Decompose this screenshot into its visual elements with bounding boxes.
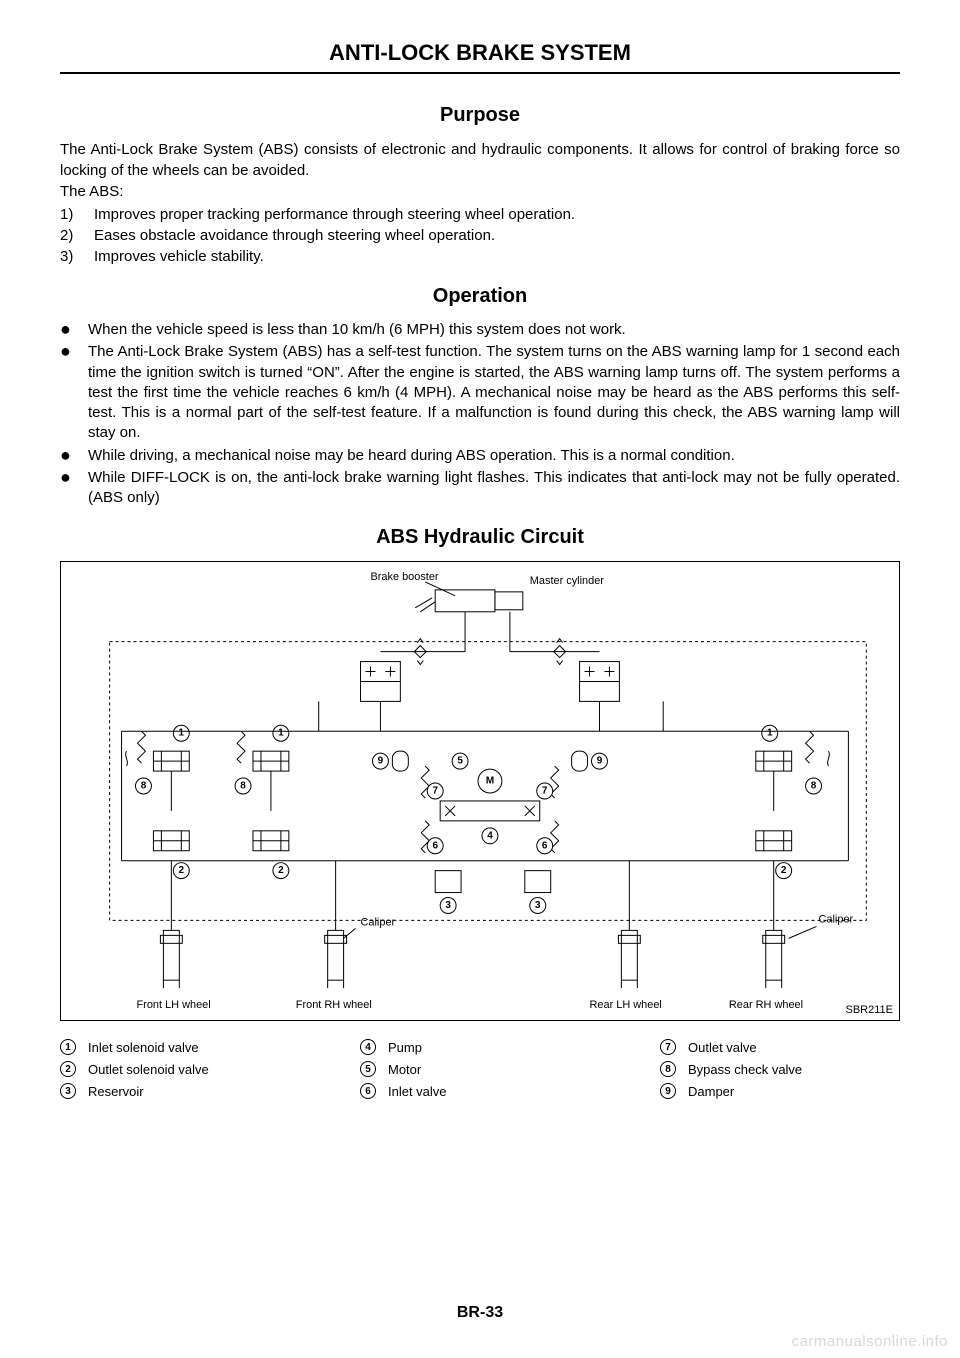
legend-num: 1: [60, 1039, 76, 1055]
legend: 1 Inlet solenoid valve 2 Outlet solenoid v…: [60, 1039, 900, 1105]
page-root: ANTI-LOCK BRAKE SYSTEM Purpose The Anti-…: [0, 0, 960, 1358]
purpose-title: Purpose: [60, 104, 900, 127]
operation-list: ● When the vehicle speed is less than 10 …: [60, 320, 900, 508]
legend-label: Outlet valve: [688, 1040, 757, 1055]
legend-label: Bypass check valve: [688, 1062, 802, 1077]
purpose-lead: The ABS:: [60, 181, 900, 202]
legend-num: 9: [660, 1083, 676, 1099]
bullet-icon: ●: [60, 468, 74, 509]
legend-num: 4: [360, 1039, 376, 1055]
legend-item: 8 Bypass check valve: [660, 1061, 900, 1077]
callout-7: 7: [432, 786, 438, 797]
legend-label: Inlet solenoid valve: [88, 1040, 199, 1055]
purpose-intro: The Anti-Lock Brake System (ABS) consist…: [60, 139, 900, 181]
legend-label: Reservoir: [88, 1084, 144, 1099]
list-item: 3) Improves vehicle stability.: [60, 246, 900, 267]
purpose-list: 1) Improves proper tracking performance t…: [60, 204, 900, 267]
legend-num: 2: [60, 1061, 76, 1077]
callout-2: 2: [278, 865, 284, 876]
legend-col: 1 Inlet solenoid valve 2 Outlet solenoid v…: [60, 1039, 300, 1105]
list-text: Improves vehicle stability.: [94, 246, 264, 267]
section-header: ANTI-LOCK BRAKE SYSTEM: [60, 40, 900, 74]
diagram-code: SBR211E: [846, 1004, 894, 1016]
diagram-svg: Brake booster Master cylinder: [61, 562, 899, 1020]
legend-label: Damper: [688, 1084, 734, 1099]
callout-3: 3: [445, 900, 451, 911]
legend-num: 6: [360, 1083, 376, 1099]
booster-label: Brake booster: [370, 571, 438, 583]
list-num: 2): [60, 225, 80, 246]
list-text: Improves proper tracking performance thr…: [94, 204, 575, 225]
caliper-label: Caliper: [361, 917, 396, 929]
page-number: BR-33: [0, 1304, 960, 1322]
callout-9: 9: [597, 756, 603, 767]
list-item: 2) Eases obstacle avoidance through steer…: [60, 225, 900, 246]
legend-label: Pump: [388, 1040, 422, 1055]
list-item: ● While driving, a mechanical noise may b…: [60, 446, 900, 466]
list-item: ● While DIFF-LOCK is on, the anti-lock br…: [60, 468, 900, 509]
legend-num: 8: [660, 1061, 676, 1077]
legend-label: Outlet solenoid valve: [88, 1062, 209, 1077]
callout-6: 6: [542, 841, 548, 852]
callout-8: 8: [240, 781, 246, 792]
legend-num: 3: [60, 1083, 76, 1099]
list-num: 3): [60, 246, 80, 267]
motor-label: M: [486, 776, 494, 787]
callout-1: 1: [179, 728, 185, 739]
operation-title: Operation: [60, 285, 900, 308]
legend-item: 4 Pump: [360, 1039, 600, 1055]
list-text: The Anti-Lock Brake System (ABS) has a s…: [88, 342, 900, 443]
callout-2: 2: [781, 865, 787, 876]
legend-label: Inlet valve: [388, 1084, 447, 1099]
watermark: carmanualsonline.info: [792, 1333, 948, 1350]
list-item: 1) Improves proper tracking performance t…: [60, 204, 900, 225]
master-label: Master cylinder: [530, 575, 605, 587]
hydraulic-diagram: Brake booster Master cylinder: [60, 561, 900, 1021]
callout-4: 4: [487, 831, 493, 842]
callout-8: 8: [811, 781, 817, 792]
legend-item: 9 Damper: [660, 1083, 900, 1099]
bullet-icon: ●: [60, 320, 74, 340]
bullet-icon: ●: [60, 342, 74, 443]
bullet-icon: ●: [60, 446, 74, 466]
list-text: Eases obstacle avoidance through steerin…: [94, 225, 495, 246]
legend-label: Motor: [388, 1062, 421, 1077]
list-item: ●The Anti-Lock Brake System (ABS) has a …: [60, 342, 900, 443]
callout-8: 8: [141, 781, 147, 792]
callout-1: 1: [767, 728, 773, 739]
callout-5: 5: [457, 756, 463, 767]
legend-col: 7 Outlet valve 8 Bypass check valve 9 Dampe…: [660, 1039, 900, 1105]
front-rh-label: Front RH wheel: [296, 999, 372, 1011]
legend-item: 6 Inlet valve: [360, 1083, 600, 1099]
list-text: When the vehicle speed is less than 10 k…: [88, 320, 900, 340]
list-num: 1): [60, 204, 80, 225]
front-lh-label: Front LH wheel: [137, 999, 211, 1011]
caliper-label: Caliper: [819, 914, 854, 926]
legend-col: 4 Pump 5 Motor 6 Inlet valve: [360, 1039, 600, 1105]
legend-num: 7: [660, 1039, 676, 1055]
legend-item: 3 Reservoir: [60, 1083, 300, 1099]
callout-9: 9: [378, 756, 384, 767]
callout-6: 6: [432, 841, 438, 852]
legend-item: 5 Motor: [360, 1061, 600, 1077]
callout-1: 1: [278, 728, 284, 739]
legend-item: 1 Inlet solenoid valve: [60, 1039, 300, 1055]
list-text: While driving, a mechanical noise may be…: [88, 446, 900, 466]
callout-7: 7: [542, 786, 548, 797]
rear-lh-label: Rear LH wheel: [590, 999, 662, 1011]
legend-item: 2 Outlet solenoid valve: [60, 1061, 300, 1077]
circuit-title: ABS Hydraulic Circuit: [60, 526, 900, 549]
callout-3: 3: [535, 900, 541, 911]
legend-item: 7 Outlet valve: [660, 1039, 900, 1055]
rear-rh-label: Rear RH wheel: [729, 999, 803, 1011]
legend-num: 5: [360, 1061, 376, 1077]
list-item: ● When the vehicle speed is less than 10 …: [60, 320, 900, 340]
list-text: While DIFF-LOCK is on, the anti-lock bra…: [88, 468, 900, 509]
callout-2: 2: [179, 865, 185, 876]
